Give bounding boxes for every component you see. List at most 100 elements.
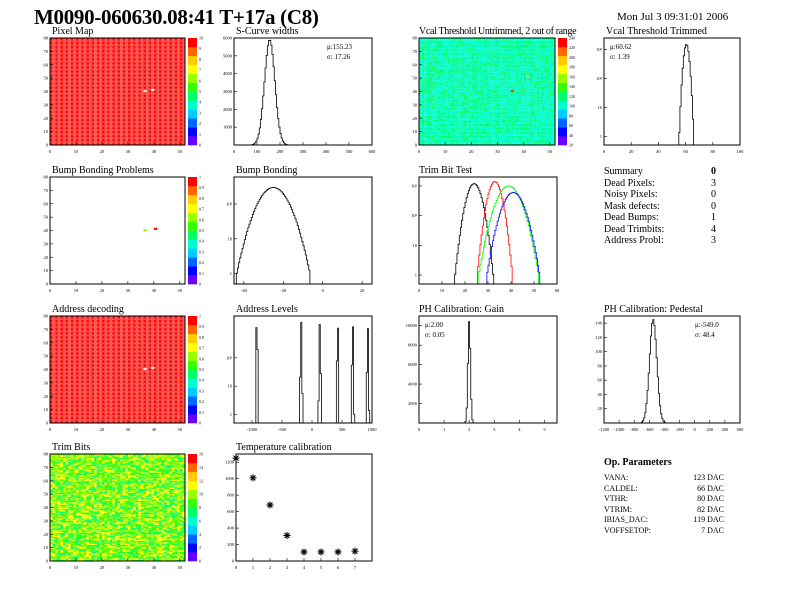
heatmap-cell xyxy=(122,95,126,97)
heatmap-cell xyxy=(166,84,170,87)
heatmap-cell xyxy=(419,98,422,100)
heatmap-cell xyxy=(424,58,427,60)
heatmap-cell xyxy=(70,106,74,108)
heatmap-cell xyxy=(156,54,160,56)
heatmap-cell xyxy=(166,78,170,80)
heatmap-cell xyxy=(143,139,147,142)
heatmap-cell xyxy=(177,78,180,80)
heatmap-cell xyxy=(424,128,427,131)
heatmap-cell xyxy=(143,62,147,64)
heatmap-cell xyxy=(120,111,123,113)
heatmap-cell xyxy=(182,44,186,47)
heatmap-cell xyxy=(127,107,131,109)
heatmap-cell xyxy=(86,60,89,63)
heatmap-cell xyxy=(75,63,79,65)
heatmap-cell xyxy=(96,67,100,69)
heatmap-cell xyxy=(127,48,131,51)
heatmap-cell xyxy=(104,143,108,146)
heatmap-cell xyxy=(130,128,134,131)
heatmap-cell xyxy=(114,58,118,60)
heatmap-cell xyxy=(140,126,144,128)
heatmap-cell xyxy=(83,96,87,99)
heatmap-cell xyxy=(151,114,154,116)
heatmap-cell xyxy=(83,42,87,44)
heatmap-cell xyxy=(83,91,87,93)
y-tick-label: 5000 xyxy=(223,53,233,58)
heatmap-cell xyxy=(52,38,56,40)
heatmap-cell xyxy=(101,46,105,48)
heatmap-cell xyxy=(164,119,167,121)
heatmap-cell xyxy=(91,68,95,71)
heatmap-cell xyxy=(148,46,152,48)
heatmap-cell xyxy=(439,56,443,59)
heatmap-cell xyxy=(434,139,438,142)
heatmap-cell xyxy=(81,47,84,49)
heatmap-cell xyxy=(109,64,113,67)
heatmap-cell xyxy=(179,67,183,69)
heatmap-cell xyxy=(68,124,71,127)
heatmap-cell xyxy=(133,110,136,112)
heatmap-cell xyxy=(107,39,110,41)
heatmap-cell xyxy=(146,128,149,131)
heatmap-cell xyxy=(161,126,165,128)
heatmap-cell xyxy=(439,132,443,135)
heatmap-cell xyxy=(109,42,113,44)
heatmap-cell xyxy=(151,90,154,92)
heatmap-cell xyxy=(73,43,77,45)
heatmap-cell xyxy=(421,131,425,134)
heatmap-cell xyxy=(172,79,175,81)
heatmap-cell xyxy=(143,58,147,60)
heatmap-cell xyxy=(424,99,427,101)
heatmap-cell xyxy=(101,47,105,49)
heatmap-cell xyxy=(55,88,58,91)
heatmap-cell xyxy=(437,127,440,129)
heatmap-cell xyxy=(164,75,167,77)
heatmap-cell xyxy=(442,140,446,143)
heatmap-cell xyxy=(94,42,97,44)
heatmap-cell xyxy=(122,108,126,111)
heatmap-cell xyxy=(78,134,82,136)
heatmap-cell xyxy=(182,128,186,131)
heatmap-cell xyxy=(65,96,69,99)
heatmap-cell xyxy=(426,126,430,128)
heatmap-cell xyxy=(169,60,173,63)
heatmap-cell xyxy=(182,100,186,103)
heatmap-cell xyxy=(50,82,53,84)
heatmap-cell xyxy=(153,48,157,51)
heatmap-cell xyxy=(81,72,84,75)
heatmap-cell xyxy=(60,56,64,59)
heatmap-cell xyxy=(127,59,131,61)
heatmap-cell xyxy=(50,68,53,71)
heatmap-cell xyxy=(122,128,126,131)
heatmap-cell xyxy=(146,134,149,136)
heatmap-cell xyxy=(153,43,157,45)
heatmap-cell xyxy=(78,59,82,61)
heatmap-cell xyxy=(434,107,438,109)
heatmap-cell xyxy=(50,40,53,43)
heatmap-cell xyxy=(104,107,108,109)
heatmap-cell xyxy=(101,124,105,127)
heatmap-cell xyxy=(55,44,58,47)
heatmap-cell xyxy=(161,62,165,64)
heatmap-cell xyxy=(143,63,147,65)
heatmap-cell xyxy=(161,87,165,89)
heatmap-cell xyxy=(437,58,440,60)
heatmap-cell xyxy=(99,106,102,108)
heatmap-cell xyxy=(107,47,110,49)
heatmap-cell xyxy=(73,80,77,83)
heatmap-cell xyxy=(104,103,108,105)
heatmap-cell xyxy=(112,88,115,91)
heatmap-cell xyxy=(130,136,134,139)
heatmap-cell xyxy=(429,126,433,128)
heatmap-cell xyxy=(114,98,118,100)
heatmap-cell xyxy=(130,108,134,111)
heatmap-cell xyxy=(109,135,113,138)
heatmap-cell xyxy=(429,83,433,85)
heatmap-cell xyxy=(429,67,433,69)
heatmap-cell xyxy=(117,47,121,49)
heatmap-cell xyxy=(164,114,167,116)
palette-label: 7 xyxy=(199,68,201,73)
heatmap-cell xyxy=(99,103,102,105)
heatmap-cell xyxy=(153,124,157,127)
heatmap-cell xyxy=(50,51,53,53)
